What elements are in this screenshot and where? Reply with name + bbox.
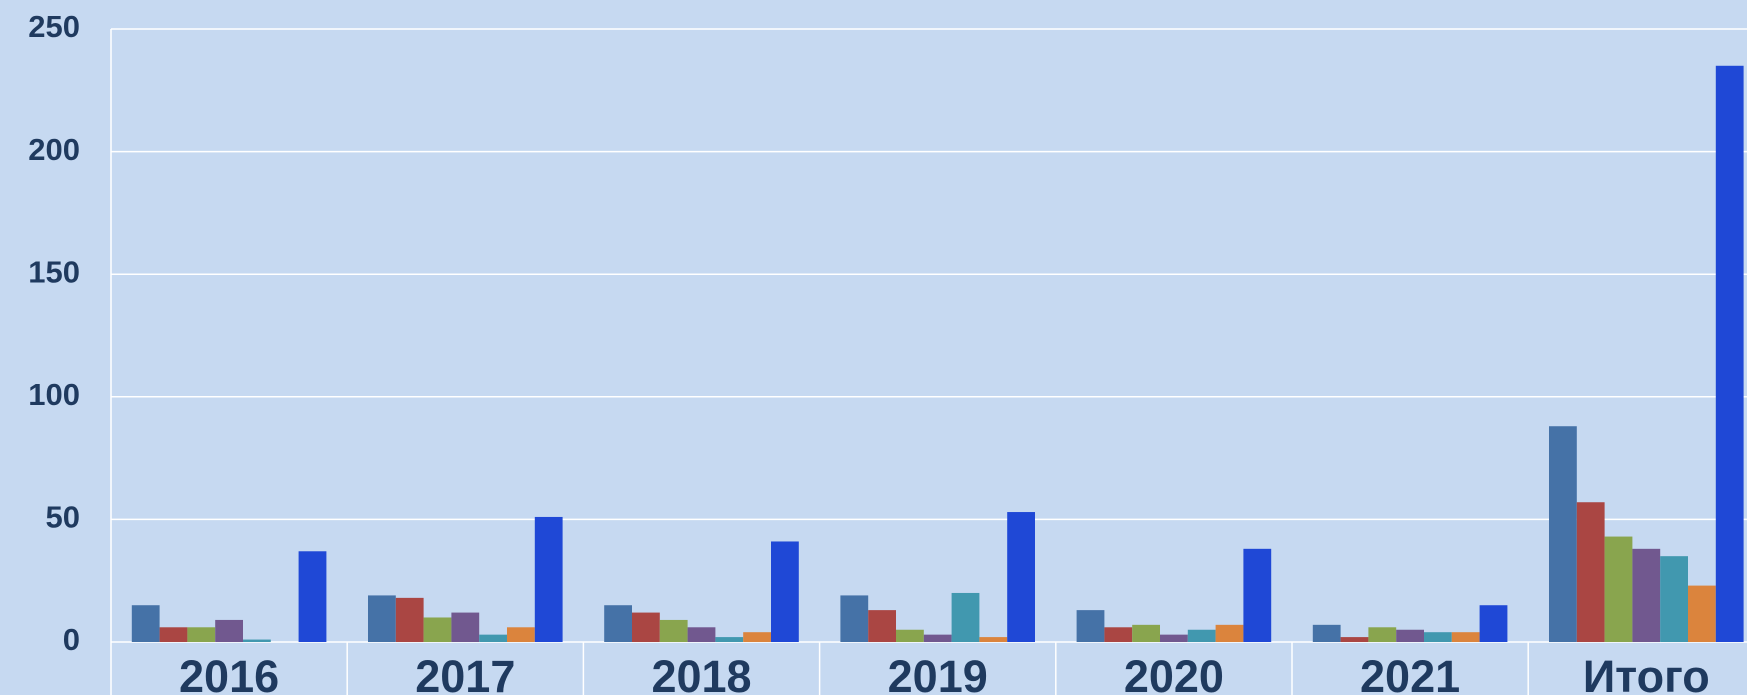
bar bbox=[368, 595, 396, 642]
bar bbox=[1604, 536, 1633, 642]
bar bbox=[868, 610, 896, 642]
bar bbox=[395, 597, 424, 642]
bar bbox=[1549, 426, 1577, 642]
bar bbox=[1076, 610, 1105, 642]
bar bbox=[1660, 556, 1688, 642]
bar bbox=[840, 595, 869, 642]
bar bbox=[1312, 624, 1341, 642]
y-tick-label: 150 bbox=[28, 254, 80, 289]
bar bbox=[632, 612, 660, 642]
bar bbox=[743, 632, 771, 642]
bar bbox=[243, 639, 271, 642]
bar bbox=[187, 627, 216, 642]
x-tick-label: 2016 bbox=[179, 651, 279, 695]
bar bbox=[923, 634, 952, 642]
bar bbox=[1479, 605, 1508, 642]
y-tick-label: 200 bbox=[28, 132, 80, 167]
bar bbox=[1715, 65, 1744, 642]
bar bbox=[896, 629, 924, 642]
y-tick-label: 250 bbox=[28, 9, 80, 44]
x-tick-label: 2021 bbox=[1360, 651, 1460, 695]
x-tick-label: 2018 bbox=[651, 651, 751, 695]
bar bbox=[951, 592, 980, 642]
bar bbox=[1007, 512, 1035, 642]
y-tick-label: 100 bbox=[28, 377, 80, 412]
bar bbox=[298, 551, 327, 642]
bar bbox=[451, 612, 480, 642]
bar bbox=[507, 627, 535, 642]
bar bbox=[715, 637, 744, 642]
bar bbox=[1187, 629, 1216, 642]
bar bbox=[687, 627, 716, 642]
bar bbox=[423, 617, 452, 642]
bar bbox=[1132, 624, 1160, 642]
bar bbox=[159, 627, 188, 642]
bar bbox=[604, 605, 632, 642]
bar bbox=[1396, 629, 1424, 642]
bar bbox=[1368, 627, 1397, 642]
bar bbox=[1688, 585, 1716, 642]
bar bbox=[1576, 502, 1605, 642]
bar bbox=[1160, 634, 1188, 642]
bar bbox=[1215, 624, 1244, 642]
bar bbox=[131, 605, 160, 642]
bar bbox=[1104, 627, 1133, 642]
y-tick-label: 50 bbox=[46, 500, 80, 535]
x-tick-label: 2019 bbox=[888, 651, 988, 695]
bar bbox=[771, 541, 799, 642]
bar bbox=[1451, 632, 1480, 642]
bar bbox=[479, 634, 507, 642]
y-tick-label: 0 bbox=[63, 622, 80, 657]
bar bbox=[979, 637, 1008, 642]
x-tick-label: 2020 bbox=[1124, 651, 1224, 695]
bar bbox=[1340, 637, 1369, 642]
bar bbox=[215, 619, 243, 642]
bar bbox=[534, 516, 563, 642]
bar bbox=[1632, 548, 1661, 642]
x-tick-label: Итого bbox=[1583, 651, 1710, 695]
bar bbox=[1424, 632, 1452, 642]
x-tick-label: 2017 bbox=[415, 651, 515, 695]
bar bbox=[659, 619, 688, 642]
bar bbox=[1243, 548, 1272, 642]
